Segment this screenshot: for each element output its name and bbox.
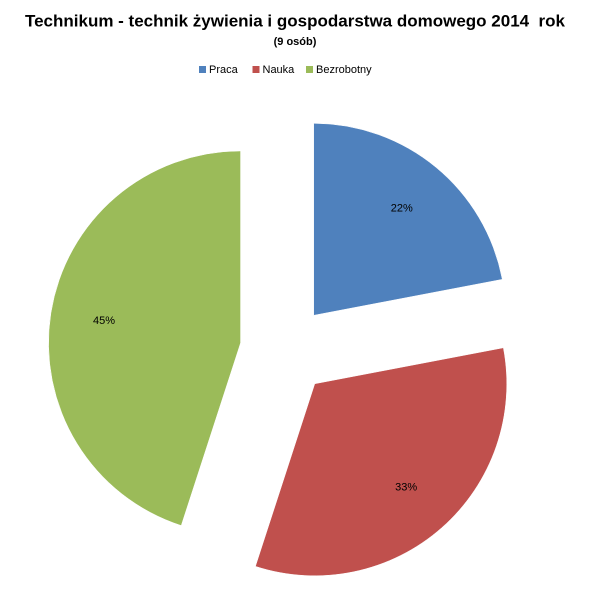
legend: Praca Nauka Bezrobotny xyxy=(199,64,372,76)
legend-swatch xyxy=(252,66,260,73)
legend-label: Praca xyxy=(209,64,239,76)
pie: 22% 33% 45% xyxy=(48,123,507,576)
data-label: 33% xyxy=(395,481,417,493)
pie-slice xyxy=(48,150,241,526)
data-label: 45% xyxy=(93,315,115,327)
pie-slice xyxy=(313,123,503,316)
data-label: 22% xyxy=(391,203,413,215)
legend-swatch xyxy=(306,66,313,73)
pie-slice xyxy=(255,347,507,576)
chart-title: Technikum - technik żywienia i gospodars… xyxy=(25,11,566,30)
legend-swatch xyxy=(199,66,206,73)
legend-label: Nauka xyxy=(263,64,296,76)
legend-label: Bezrobotny xyxy=(316,64,372,76)
chart-subtitle: (9 osób) xyxy=(274,36,317,48)
